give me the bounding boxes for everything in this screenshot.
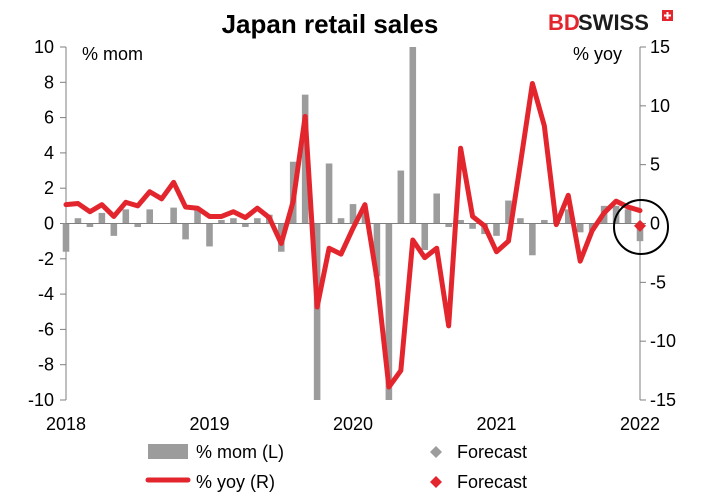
- forecast-highlight-circle: [613, 199, 669, 256]
- mom-bar: [385, 223, 393, 400]
- mom-bar: [505, 200, 512, 224]
- yoy-forecast-line: [625, 204, 643, 214]
- mom-bar: [445, 223, 452, 228]
- mom-bar: [421, 223, 429, 250]
- y-right-tick-label: 15: [650, 37, 670, 57]
- mom-bar: [62, 223, 70, 252]
- y-right-tick-label: 5: [650, 155, 660, 175]
- y-left-tick-label: 0: [44, 214, 54, 234]
- y-left-tick-label: 2: [44, 178, 54, 198]
- mom-bar: [337, 218, 345, 224]
- brand-name-part2: SWISS: [578, 10, 649, 35]
- legend: % mom (L) Forecast % yoy (R) Forecast: [145, 442, 527, 492]
- mom-bar: [397, 170, 405, 224]
- mom-bar: [457, 219, 464, 224]
- y-right-unit-label: % yoy: [573, 44, 622, 64]
- y-right-tick-label: 0: [650, 214, 660, 234]
- y-left-tick-label: -10: [28, 390, 54, 410]
- mom-bar: [313, 223, 321, 400]
- y-left-unit-label: % mom: [82, 44, 143, 64]
- mom-bar: [541, 219, 548, 224]
- legend-swatch-mom: [148, 444, 188, 459]
- mom-bar: [74, 218, 82, 224]
- forecast-marks: [613, 199, 669, 256]
- forecast-mom-bar: [636, 223, 644, 242]
- y-left-tick-label: -4: [38, 284, 54, 304]
- chart-title: Japan retail sales: [222, 9, 439, 39]
- x-tick-label: 2022: [620, 414, 660, 434]
- y-left-tick-label: -6: [38, 319, 54, 339]
- legend-swatch-forecast-mom: [430, 446, 442, 458]
- y-right-tick-label: 10: [650, 96, 670, 116]
- legend-label-forecast-yoy: Forecast: [457, 472, 527, 492]
- mom-bar: [409, 47, 417, 224]
- y-left-tick-label: -8: [38, 355, 54, 375]
- y-left-tick-label: 10: [34, 37, 54, 57]
- mom-bar: [206, 223, 213, 247]
- mom-bar: [134, 223, 142, 228]
- mom-bar: [301, 94, 309, 224]
- mom-bar: [254, 218, 261, 224]
- legend-label-yoy: % yoy (R): [196, 472, 275, 492]
- mom-bar: [242, 223, 249, 228]
- x-tick-label: 2021: [476, 414, 516, 434]
- legend-item-mom: % mom (L): [148, 442, 284, 462]
- legend-label-mom: % mom (L): [196, 442, 284, 462]
- mom-bar: [493, 223, 500, 236]
- yoy-line: [63, 80, 643, 390]
- y-right-tick-label: -5: [650, 272, 666, 292]
- legend-item-yoy: % yoy (R): [145, 472, 275, 492]
- y-left-tick-label: 8: [44, 72, 54, 92]
- mom-bar: [218, 219, 225, 224]
- x-tick-label: 2020: [333, 414, 373, 434]
- mom-bar: [529, 223, 536, 256]
- mom-bar: [576, 223, 584, 233]
- mom-bar: [517, 218, 524, 224]
- legend-item-forecast-mom: Forecast: [430, 442, 527, 462]
- mom-bar: [98, 212, 106, 224]
- brand-name-part1: BD: [548, 10, 580, 35]
- mom-bar: [110, 223, 118, 236]
- y-right-axis: 15 10 5 0 -5 -10 -15: [639, 37, 676, 410]
- yoy-series-line: [63, 80, 631, 390]
- y-left-tick-label: 4: [44, 143, 54, 163]
- mom-bar: [146, 209, 153, 224]
- mom-bar: [564, 209, 572, 224]
- x-axis: 2018 2019 2020 2021 2022: [46, 414, 660, 434]
- y-left-tick-label: -2: [38, 249, 54, 269]
- y-left-tick-label: 6: [44, 108, 54, 128]
- mom-bar: [469, 223, 476, 229]
- mom-bar: [170, 207, 177, 224]
- mom-bar: [373, 223, 381, 277]
- brand-logo: BD SWISS: [548, 10, 673, 35]
- y-right-tick-label: -10: [650, 331, 676, 351]
- mom-bar: [325, 163, 333, 224]
- mom-bar: [624, 209, 632, 224]
- mom-bar: [433, 193, 440, 224]
- y-left-axis: 10 8 6 4 2 0 -2 -4 -6 -8 -10: [28, 37, 67, 410]
- y-right-tick-label: -15: [650, 390, 676, 410]
- x-tick-label: 2018: [46, 414, 86, 434]
- mom-bar: [194, 207, 201, 224]
- forecast-yoy-marker: [634, 219, 646, 232]
- legend-swatch-forecast-yoy: [430, 476, 442, 488]
- mom-bar: [182, 223, 189, 240]
- mom-bar: [230, 218, 237, 224]
- mom-bar: [86, 223, 94, 228]
- mom-bar: [122, 209, 130, 224]
- mom-bar: [349, 204, 357, 224]
- legend-label-forecast-mom: Forecast: [457, 442, 527, 462]
- swiss-cross-icon: [662, 10, 673, 21]
- x-tick-label: 2019: [189, 414, 229, 434]
- legend-item-forecast-yoy: Forecast: [430, 472, 527, 492]
